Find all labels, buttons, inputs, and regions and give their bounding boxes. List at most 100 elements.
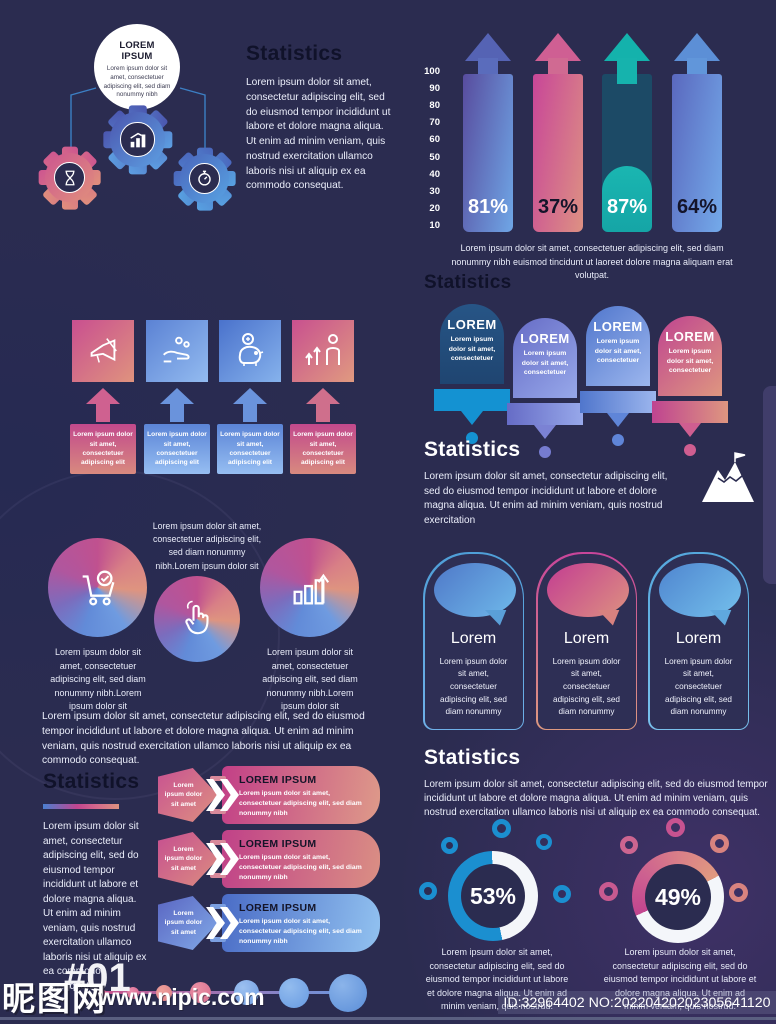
bar-value-label: 81% — [467, 196, 509, 218]
circles-caption-top: Lorem ipsum dolor sit amet, consectetuer… — [152, 521, 262, 571]
speech-card-3: Lorem Lorem ipsum dolor sit amet, consec… — [648, 552, 749, 730]
timeline-dot — [234, 980, 259, 1005]
connector — [210, 840, 226, 845]
ring-dot — [599, 882, 618, 901]
stats2-heading: Statistics — [424, 272, 512, 293]
axis-tick: 60 — [429, 134, 440, 146]
bar-value-label: 64% — [676, 196, 718, 218]
badge-title: LOREM — [447, 317, 497, 332]
hero-title: LOREM IPSUM — [119, 40, 155, 62]
stopwatch-icon — [189, 163, 220, 194]
card-title: Lorem — [563, 629, 610, 647]
right-edge-band — [763, 386, 776, 584]
connector — [210, 937, 226, 942]
row-text: Lorem ipsum dolor sit amet, consectetuer… — [239, 790, 362, 817]
up-arrow-icon — [465, 33, 511, 61]
ring-dot — [536, 834, 552, 850]
ring-dot — [419, 882, 437, 900]
hex-label: Lorem ipsum dolor sit amet — [158, 768, 218, 822]
donut-caption-2: Lorem ipsum dolor sit amet, consectetur … — [603, 947, 757, 1011]
gear-stopwatch — [173, 147, 236, 210]
timeline-dot — [190, 982, 211, 1003]
axis-tick: 100 — [424, 66, 440, 77]
up-arrow-icon — [604, 33, 650, 61]
stats4-heading: Statistics — [43, 770, 140, 793]
bar-value-label: 37% — [537, 196, 579, 218]
bar-value-label: 87% — [606, 196, 648, 218]
up-arrow-icon — [535, 33, 581, 61]
axis-tick: 40 — [429, 168, 440, 180]
up-arrow-icon — [306, 388, 340, 404]
card-text: Lorem ipsum dolor sit amet, consectetuer… — [552, 656, 621, 717]
up-arrow-icon — [86, 388, 120, 404]
card-text: Lorem ipsum dolor sit amet, consectetuer… — [664, 656, 733, 717]
axis-tick: 90 — [429, 83, 440, 95]
dome-badge-1: LOREM Lorem ipsum dolor sit amet, consec… — [434, 304, 510, 444]
process-step-2 — [146, 313, 215, 382]
speech-card-1: Lorem Lorem ipsum dolor sit amet, consec… — [423, 552, 524, 730]
growth-person-icon — [305, 334, 340, 365]
up-arrow-icon — [233, 388, 267, 404]
nipic-logo: 昵图网 — [2, 980, 107, 1017]
stats4-paragraph: Lorem ipsum dolor sit amet, consectetur … — [43, 821, 147, 992]
ring-dot — [666, 818, 685, 837]
bar-81: 81% — [463, 74, 513, 232]
badge-text: Lorem ipsum dolor sit amet, consectetuer — [521, 350, 569, 377]
gear-hourglass — [38, 146, 101, 209]
bar-chart-icon — [120, 122, 155, 157]
axis-tick: 50 — [429, 151, 440, 163]
badge-title: LOREM — [665, 329, 715, 344]
hourglass-icon — [54, 162, 85, 193]
speech-bubble-icon — [433, 562, 516, 617]
speech-bubble-tail — [709, 609, 732, 626]
arrow-stem — [170, 403, 184, 422]
list-row-1: LOREM IPSUM Lorem ipsum dolor sit amet, … — [158, 766, 380, 824]
connector — [210, 904, 226, 909]
timeline-dot — [127, 987, 139, 999]
row-text: Lorem ipsum dolor sit amet, consectetuer… — [239, 918, 362, 945]
connector — [210, 873, 226, 878]
timeline-dot — [156, 985, 172, 1001]
ring-dot — [729, 883, 748, 902]
process-step-1 — [72, 313, 141, 382]
donut-chart-49: 49% — [632, 851, 724, 943]
stats1-paragraph: Lorem ipsum dolor sit amet, consectetur … — [246, 77, 391, 192]
arrow-stem — [243, 403, 257, 422]
arrow-stem — [316, 403, 330, 422]
donut-value: 49% — [654, 883, 702, 910]
row-title: LOREM IPSUM — [239, 774, 317, 786]
up-arrow-icon — [160, 388, 194, 404]
row-title: LOREM IPSUM — [239, 902, 317, 914]
list-row-2: LOREM IPSUM Lorem ipsum dolor sit amet, … — [158, 830, 380, 888]
bar-chart-caption: Lorem ipsum dolor sit amet, consectetuer… — [451, 243, 733, 280]
badge-text: Lorem ipsum dolor sit amet, consectetuer — [448, 336, 496, 363]
stats1-heading: Statistics — [246, 42, 343, 65]
timeline-dot — [329, 974, 367, 1012]
bar-chart-y-axis: 100 90 80 70 60 50 40 30 20 10 — [406, 66, 440, 231]
hand-coins-icon — [163, 336, 190, 363]
circles-paragraph: Lorem ipsum dolor sit amet, consectetur … — [42, 711, 365, 767]
card-title: Lorem — [675, 629, 722, 647]
stats5-paragraph: Lorem ipsum dolor sit amet, consectetur … — [424, 779, 768, 819]
ring-dot — [620, 836, 638, 854]
mountain-flag-icon — [702, 452, 754, 502]
ring-dot — [492, 819, 511, 838]
circles-caption-right: Lorem ipsum dolor sit amet, consectetuer… — [262, 647, 358, 711]
timeline-line — [101, 991, 351, 994]
id-watermark-text: ID:32964402 NO:20220420202305641120 — [503, 994, 771, 1011]
list-row-3: LOREM IPSUM Lorem ipsum dolor sit amet, … — [158, 894, 380, 952]
arrow-stem — [687, 58, 707, 76]
badge-text: Lorem ipsum dolor sit amet, consectetuer — [666, 348, 714, 375]
megaphone-icon — [90, 338, 117, 363]
process-caption-2: Lorem ipsum dolor sit amet, consectetuer… — [144, 424, 210, 474]
accent-strip — [43, 804, 119, 809]
circle-chart — [260, 538, 359, 637]
circles-caption-left: Lorem ipsum dolor sit amet, consectetuer… — [50, 647, 146, 711]
circle-cart — [48, 538, 147, 637]
hex-label: Lorem ipsum dolor sit amet — [158, 832, 218, 886]
arrow-stem — [478, 58, 498, 76]
donut-value: 53% — [469, 882, 517, 909]
axis-tick: 20 — [429, 202, 440, 214]
process-step-3 — [219, 313, 288, 382]
